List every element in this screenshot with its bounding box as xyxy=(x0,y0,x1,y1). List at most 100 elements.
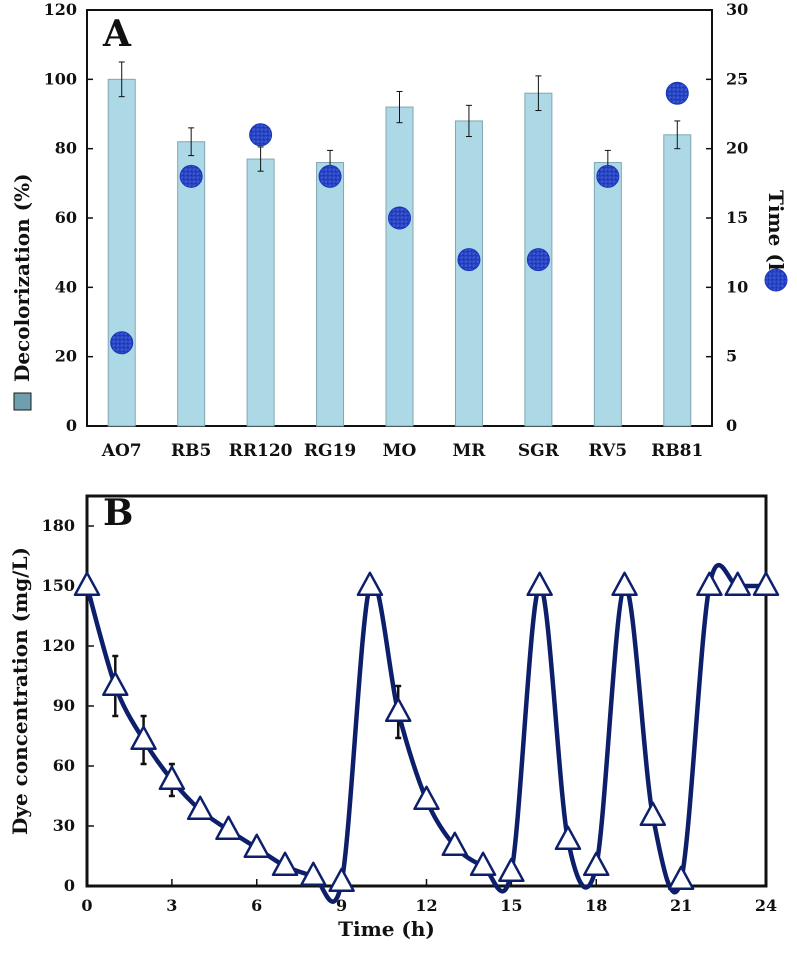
category-label: RG19 xyxy=(304,441,356,461)
error-bar-rb81 xyxy=(674,120,681,150)
plot-area-a: 0 20 40 60 80 100 120 0 5 10 15 20 25 30 AO7 RB5 RR120 RG… xyxy=(44,0,749,461)
data-point-t24 xyxy=(752,571,780,597)
ytick-left-label: 40 xyxy=(55,277,77,296)
ytick-label: 60 xyxy=(53,756,75,775)
xlabel-b: Time (h) xyxy=(338,917,435,941)
bar-mr xyxy=(454,120,483,427)
plot-frame-b xyxy=(85,494,768,888)
bar-mo xyxy=(385,106,414,427)
time-point-rg19 xyxy=(318,164,342,188)
ytick-label: 90 xyxy=(53,696,75,715)
data-point-t7 xyxy=(271,851,299,877)
ytick-right-label: 30 xyxy=(726,0,748,19)
ytick-left-label: 120 xyxy=(44,0,77,19)
bar-rb81 xyxy=(663,134,692,427)
ytick-label: 30 xyxy=(53,816,75,835)
ytick-left-label: 20 xyxy=(55,347,77,366)
data-point-t21 xyxy=(667,865,695,891)
time-point-rb5 xyxy=(179,164,203,188)
time-point-sgr xyxy=(526,248,550,272)
error-bar-mo xyxy=(396,90,403,124)
ylabel-left-text: Decolorization (%) xyxy=(10,173,34,382)
plot-area-b: 0 30 60 90 120 150 180 0 3 6 9 12 15 18 21 24 Time (h) Dy… xyxy=(8,494,780,941)
error-bar-mr xyxy=(465,104,472,138)
category-label: RR120 xyxy=(229,441,293,461)
xtick-label: 3 xyxy=(166,896,177,915)
ytick-left-label: 80 xyxy=(55,139,77,158)
data-point-t18 xyxy=(583,851,610,877)
xtick-label: 18 xyxy=(585,896,607,915)
time-point-rr120 xyxy=(249,123,273,147)
category-label: SGR xyxy=(518,441,560,461)
xtick-label: 9 xyxy=(336,896,347,915)
ytick-label: 0 xyxy=(64,876,75,895)
ytick-label: 150 xyxy=(42,576,75,595)
ytick-left-label: 0 xyxy=(66,416,77,435)
data-point-t5 xyxy=(215,815,242,841)
error-bar-ao7 xyxy=(118,61,125,98)
bar-rb5 xyxy=(177,141,206,427)
bar-rv5 xyxy=(593,162,622,427)
data-point-t6 xyxy=(243,833,270,859)
xtick-label: 21 xyxy=(670,896,692,915)
ytick-left-label: 60 xyxy=(55,208,77,227)
category-label: RB5 xyxy=(171,441,211,461)
error-bar-rb5 xyxy=(188,127,195,157)
data-point-t9 xyxy=(328,867,355,893)
xtick-label: 0 xyxy=(81,896,92,915)
ytick-right-label: 0 xyxy=(726,416,737,435)
data-point-t10 xyxy=(356,571,384,597)
panel-label-b: B xyxy=(103,492,133,534)
ytick-label: 120 xyxy=(42,636,75,655)
data-point-t15 xyxy=(498,857,525,883)
chart-b: 0 30 60 90 120 150 180 0 3 6 9 12 15 18 21 24 Time (h) Dy… xyxy=(8,492,780,941)
chart-a: 0 20 40 60 80 100 120 0 5 10 15 20 25 30 AO7 RB5 RR120 RG… xyxy=(10,0,788,461)
ytick-right-label: 15 xyxy=(726,208,748,227)
xtick-label: 12 xyxy=(415,896,437,915)
category-label: MR xyxy=(452,441,486,461)
data-point-t1 xyxy=(102,671,129,697)
data-point-t2 xyxy=(130,725,157,751)
data-point-t19 xyxy=(611,571,638,597)
data-point-t8 xyxy=(300,861,327,887)
bar-ao7 xyxy=(107,78,136,427)
ytick-right-label: 20 xyxy=(726,139,748,158)
data-point-t13 xyxy=(441,831,469,857)
time-point-rb81 xyxy=(665,81,689,105)
xtick-label: 6 xyxy=(251,896,262,915)
time-point-rv5 xyxy=(596,164,620,188)
data-point-t14 xyxy=(469,851,497,877)
ytick-label: 180 xyxy=(42,516,75,535)
bar-rr120 xyxy=(246,158,275,427)
ylabel-right-a: Time (h) xyxy=(764,190,788,292)
data-point-t20 xyxy=(639,801,667,827)
data-point-t23 xyxy=(724,571,751,597)
time-point-ao7 xyxy=(110,331,134,355)
xtick-label: 24 xyxy=(755,896,777,915)
category-label: MO xyxy=(383,441,417,461)
ylabel-left-a: Decolorization (%) xyxy=(10,173,34,411)
error-bar-sgr xyxy=(535,75,542,112)
data-point-t16 xyxy=(526,571,553,597)
xtick-label: 15 xyxy=(500,896,522,915)
ytick-right-label: 10 xyxy=(726,277,748,296)
error-bar-rr120 xyxy=(257,146,264,172)
data-point-t0 xyxy=(73,571,101,597)
data-point-t11 xyxy=(384,697,412,723)
bar-rg19 xyxy=(316,162,345,427)
panel-label-a: A xyxy=(102,13,132,55)
category-label: RV5 xyxy=(589,441,628,461)
data-point-t12 xyxy=(413,785,440,811)
ylabel-b: Dye concentration (mg/L) xyxy=(8,547,32,835)
ytick-right-label: 5 xyxy=(726,347,737,366)
data-point-t17 xyxy=(554,825,582,851)
ytick-left-label: 100 xyxy=(44,69,77,88)
ytick-right-label: 25 xyxy=(726,69,748,88)
time-point-mo xyxy=(388,206,411,230)
data-point-t22 xyxy=(696,571,723,597)
category-label: RB81 xyxy=(651,441,703,461)
category-label: AO7 xyxy=(101,441,142,461)
data-point-t3 xyxy=(158,765,186,791)
time-point-mr xyxy=(457,248,481,272)
concentration-line xyxy=(84,562,766,904)
